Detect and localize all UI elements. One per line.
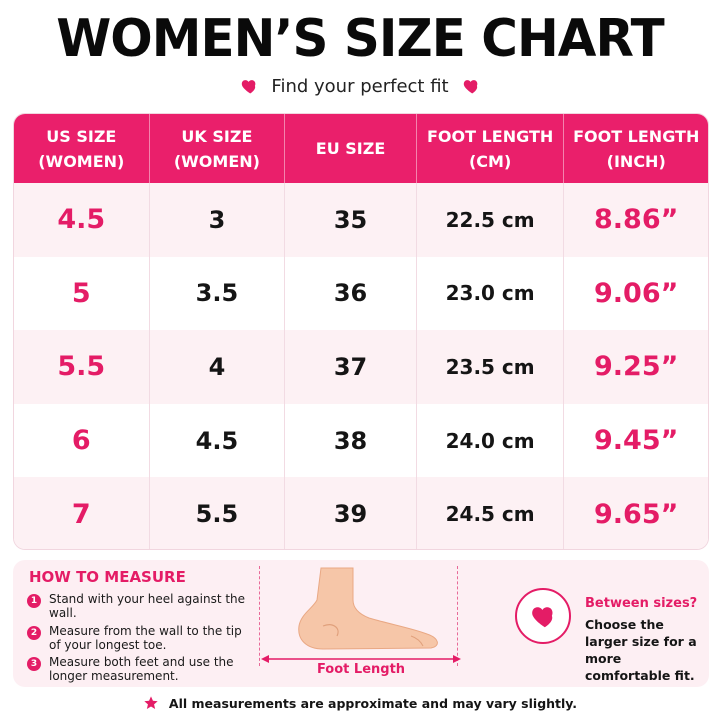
cell-foot-length-cm: 24.5 cm — [417, 477, 565, 549]
heart-icon — [532, 607, 553, 628]
table-row: 4.5 3 35 22.5 cm 8.86” — [14, 183, 708, 257]
disclaimer-text: All measurements are approximate and may… — [168, 695, 578, 711]
table-row: 5 3.5 36 23.0 cm 9.06” — [14, 256, 708, 331]
wall-guide-line — [259, 566, 260, 666]
page-title: WOMEN’S SIZE CHART — [56, 9, 665, 69]
cell-uk-size: 3 — [150, 183, 286, 257]
cell-us-size: 4.5 — [14, 183, 150, 257]
table-row: 6 4.5 38 24.0 cm 9.45” — [14, 403, 708, 478]
cell-us-size: 5 — [14, 256, 150, 331]
header-label: FOOT LENGTH (INCH) — [573, 126, 700, 171]
subtitle: Find your perfect fit — [271, 75, 449, 97]
cell-foot-length-inch: 8.86” — [594, 204, 679, 236]
heart-icon — [463, 80, 477, 94]
measure-step: 1 Stand with your heel against the wall. — [27, 592, 247, 620]
step-number: 3 — [27, 657, 41, 671]
measure-step: 3 Measure both feet and use the longer m… — [27, 655, 247, 683]
between-sizes-badge — [515, 588, 571, 644]
cell-uk-size: 4.5 — [150, 403, 286, 478]
table-row: 5.5 4 37 23.5 cm 9.25” — [14, 330, 708, 404]
cell-foot-length-cm: 22.5 cm — [417, 183, 565, 257]
header-label: UK SIZE (WOMEN) — [173, 126, 260, 171]
heart-icon — [242, 80, 256, 94]
between-sizes-title: Between sizes? — [585, 596, 698, 611]
disclaimer-row: All measurements are approximate and may… — [0, 691, 720, 715]
size-table: US SIZE (WOMEN) UK SIZE (WOMEN) EU SIZE … — [13, 113, 709, 550]
foot-length-arrow — [261, 655, 461, 663]
subtitle-row: Find your perfect fit — [0, 72, 720, 100]
cell-eu-size: 39 — [285, 477, 417, 549]
header-uk-size: UK SIZE (WOMEN) — [150, 114, 286, 183]
how-to-measure-panel: HOW TO MEASURE 1 Stand with your heel ag… — [13, 560, 709, 687]
cell-eu-size: 36 — [285, 256, 417, 331]
cell-eu-size: 35 — [285, 183, 417, 257]
header-foot-length-inch: FOOT LENGTH (INCH) — [564, 114, 708, 183]
between-sizes-text: Choose the larger size for a more comfor… — [585, 617, 697, 683]
measure-step: 2 Measure from the wall to the tip of yo… — [27, 624, 247, 652]
cell-eu-size: 38 — [285, 403, 417, 478]
cell-uk-size: 3.5 — [150, 256, 286, 331]
toe-guide-line — [457, 566, 458, 666]
star-icon — [144, 696, 158, 709]
cell-uk-size: 5.5 — [150, 477, 286, 549]
step-number: 2 — [27, 626, 41, 640]
cell-foot-length-inch: 9.06” — [594, 277, 679, 309]
cell-foot-length-inch: 9.25” — [594, 351, 679, 383]
how-to-measure-title: HOW TO MEASURE — [29, 568, 186, 586]
cell-foot-length-cm: 23.5 cm — [417, 330, 565, 404]
cell-eu-size: 37 — [285, 330, 417, 404]
cell-foot-length-inch: 9.65” — [594, 498, 679, 530]
step-text: Measure both feet and use the longer mea… — [49, 655, 234, 683]
step-text: Measure from the wall to the tip of your… — [49, 624, 242, 652]
header-eu-size: EU SIZE — [285, 114, 417, 183]
cell-us-size: 6 — [14, 403, 150, 478]
cell-us-size: 5.5 — [14, 330, 150, 404]
header-us-size: US SIZE (WOMEN) — [14, 114, 150, 183]
step-number: 1 — [27, 594, 41, 608]
cell-foot-length-inch: 9.45” — [594, 425, 679, 457]
header-label: EU SIZE — [315, 139, 386, 158]
cell-foot-length-cm: 23.0 cm — [417, 256, 565, 331]
table-header: US SIZE (WOMEN) UK SIZE (WOMEN) EU SIZE … — [14, 114, 708, 183]
foot-length-label: Foot Length — [316, 662, 406, 677]
step-text: Stand with your heel against the wall. — [49, 592, 246, 620]
table-row: 7 5.5 39 24.5 cm 9.65” — [14, 477, 708, 549]
cell-foot-length-cm: 24.0 cm — [417, 403, 565, 478]
cell-us-size: 7 — [14, 477, 150, 549]
header-label: US SIZE (WOMEN) — [38, 126, 125, 171]
foot-illustration — [298, 567, 438, 650]
header-label: FOOT LENGTH (CM) — [426, 126, 554, 171]
cell-uk-size: 4 — [150, 330, 286, 404]
header-foot-length-cm: FOOT LENGTH (CM) — [417, 114, 565, 183]
